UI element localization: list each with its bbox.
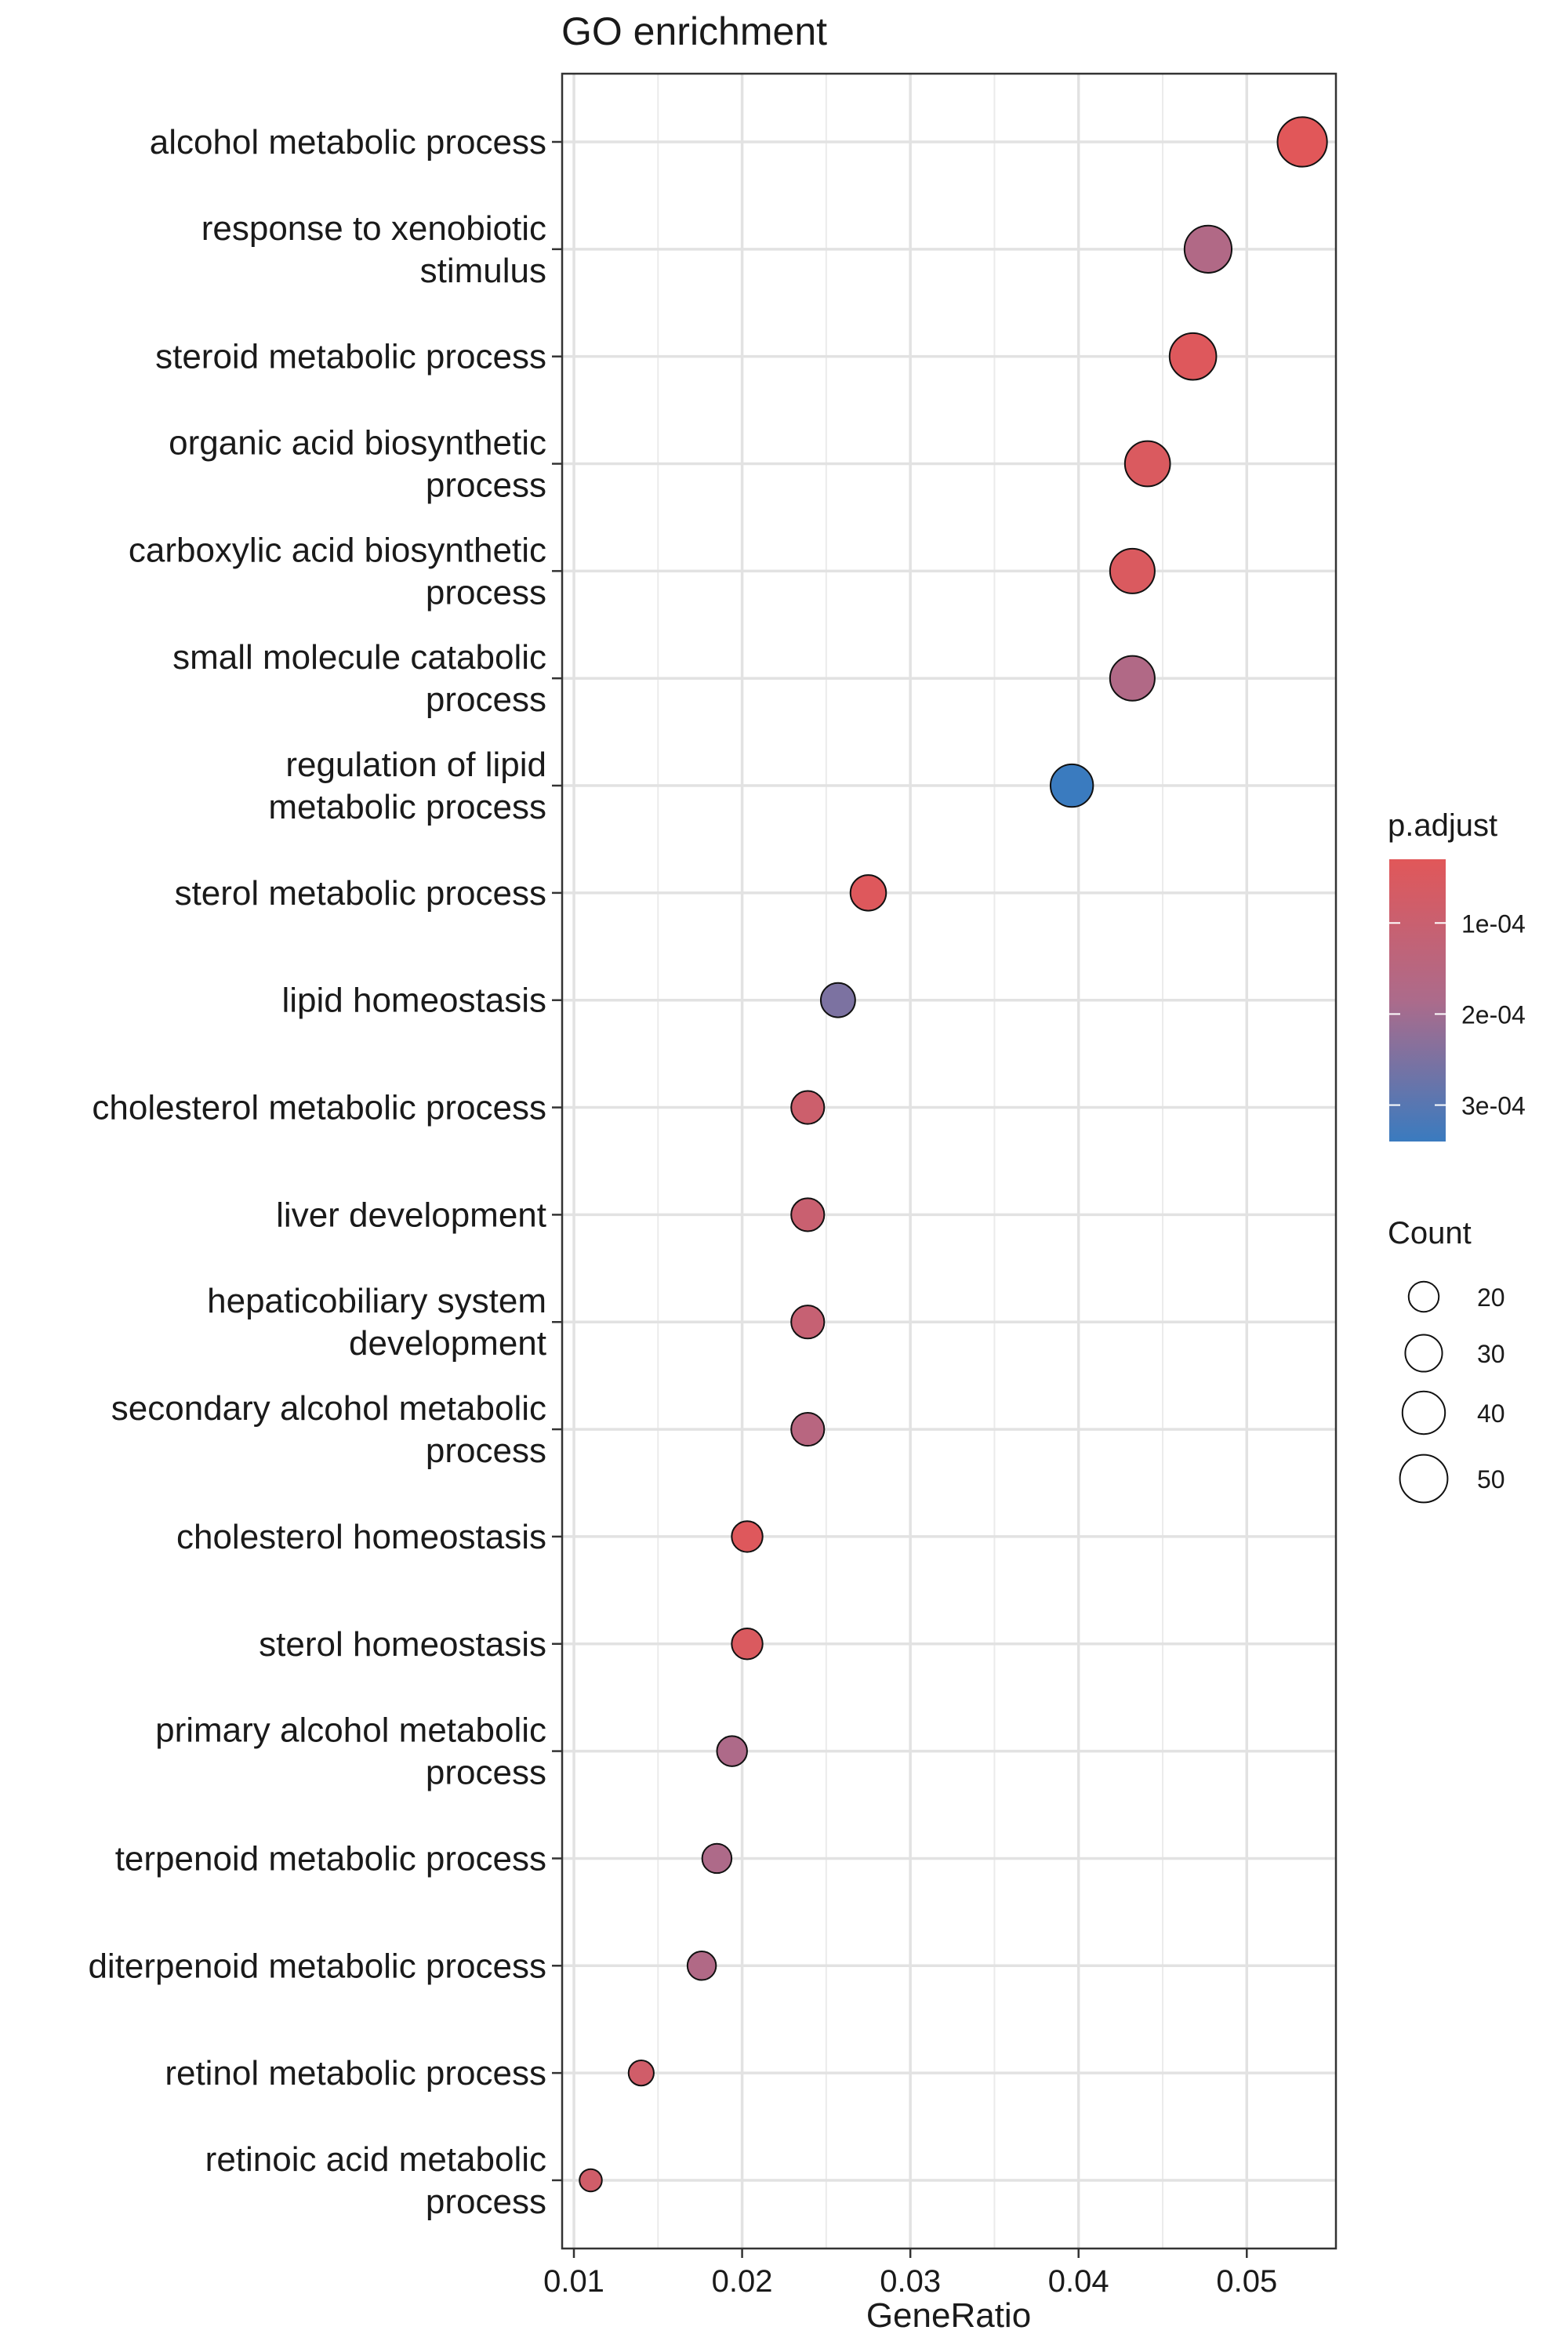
y-tick-label-line: stimulus [420, 252, 546, 290]
size-legend-label: 20 [1477, 1283, 1505, 1312]
data-point [731, 1628, 764, 1661]
y-tick-label: alcohol metabolic process [150, 123, 546, 162]
y-tick-label: small molecule catabolic process [172, 638, 546, 719]
data-point [849, 874, 887, 912]
y-tick-label-line: liver development [276, 1196, 546, 1234]
x-tick-label: 0.01 [543, 2264, 604, 2299]
size-legend-label: 40 [1477, 1399, 1505, 1428]
size-legend-circle [1404, 1334, 1443, 1373]
size-legend-circle [1407, 1280, 1440, 1313]
data-point [1168, 332, 1218, 381]
x-tick-label: 0.05 [1216, 2264, 1277, 2299]
y-tick-label: lipid homeostasis [282, 982, 547, 1020]
y-tick-label: cholesterol homeostasis [176, 1518, 546, 1556]
data-point [1183, 224, 1233, 274]
y-tick-label: carboxylic acid biosynthetic process [129, 531, 546, 612]
y-tick-label: liver development [276, 1196, 546, 1234]
y-tick-label: regulation of lipid metabolic process [268, 746, 546, 826]
grid-lines [562, 74, 1336, 2249]
y-tick-label: steroid metabolic process [155, 338, 546, 376]
y-tick-label: hepaticobiliary system development [207, 1282, 546, 1363]
size-legend-title: Count [1388, 1216, 1472, 1250]
y-tick-label-line: sterol metabolic process [175, 874, 546, 913]
size-legend-circle [1399, 1454, 1449, 1504]
color-legend-tick-label: 1e-04 [1461, 909, 1526, 938]
y-tick-label-line: steroid metabolic process [155, 338, 546, 376]
x-axis-title: GeneRatio [866, 2296, 1031, 2335]
y-tick-label-line: organic acid biosynthetic [169, 424, 546, 463]
x-tick-label: 0.02 [712, 2264, 773, 2299]
data-point [701, 1842, 733, 1875]
y-tick-label: primary alcohol metabolic process [155, 1711, 546, 1792]
data-point [790, 1090, 826, 1125]
data-point [579, 2168, 603, 2193]
x-axis: 0.01 0.02 0.03 0.04 0.05 [543, 2249, 1277, 2299]
y-tick-label-line: process [426, 1432, 546, 1470]
y-tick-label-line: retinoic acid metabolic [205, 2140, 546, 2179]
data-point [790, 1305, 826, 1340]
y-tick-label: organic acid biosynthetic process [169, 424, 546, 505]
data-point [1276, 116, 1328, 168]
y-tick-label: retinol metabolic process [165, 2054, 546, 2092]
y-tick-label-line: primary alcohol metabolic [155, 1711, 546, 1750]
y-tick-label-line: diterpenoid metabolic process [88, 1947, 546, 1985]
data-point [1109, 547, 1156, 594]
y-tick-label: sterol metabolic process [175, 874, 546, 913]
color-legend-tick-label: 2e-04 [1461, 1000, 1526, 1029]
y-tick-label-line: process [426, 573, 546, 612]
data-point [1049, 763, 1094, 808]
y-tick-label-line: lipid homeostasis [282, 982, 547, 1020]
color-legend: p.adjust 1e-04 2e-04 3e-04 [1388, 808, 1526, 1142]
y-tick-label-line: development [349, 1324, 546, 1363]
data-points [579, 116, 1328, 2193]
y-tick-label-line: sterol homeostasis [259, 1625, 546, 1664]
y-tick-label-line: process [426, 1754, 546, 1792]
y-tick-label-line: regulation of lipid [285, 746, 546, 784]
y-tick-label-line: secondary alcohol metabolic [111, 1389, 546, 1428]
y-tick-label: diterpenoid metabolic process [88, 1947, 546, 1985]
y-tick-label: terpenoid metabolic process [115, 1839, 546, 1878]
data-point [1109, 655, 1156, 702]
y-tick-label-line: hepaticobiliary system [207, 1282, 546, 1320]
y-tick-label: sterol homeostasis [259, 1625, 546, 1664]
y-tick-label-line: response to xenobiotic [201, 209, 546, 248]
y-tick-label-line: process [426, 681, 546, 719]
data-point [716, 1735, 748, 1767]
y-axis: alcohol metabolic process response to xen… [88, 123, 562, 2221]
data-point [731, 1520, 764, 1553]
y-tick-label: cholesterol metabolic process [92, 1089, 546, 1127]
data-point [627, 2060, 655, 2087]
data-point [1123, 440, 1171, 488]
x-tick-label: 0.04 [1048, 2264, 1109, 2299]
size-legend-circle [1401, 1390, 1446, 1436]
y-tick-label-line: process [426, 2183, 546, 2221]
data-point [790, 1197, 826, 1232]
y-tick-label-line: small molecule catabolic [172, 638, 546, 677]
y-tick-label: secondary alcohol metabolic process [111, 1389, 546, 1470]
plot-panel-border [561, 72, 1338, 2250]
y-tick-label-line: process [426, 466, 546, 505]
x-tick-label: 0.03 [880, 2264, 941, 2299]
size-legend: Count 20 30 40 50 [1388, 1216, 1505, 1504]
y-tick-label-line: retinol metabolic process [165, 2054, 546, 2092]
color-legend-tick-label: 3e-04 [1461, 1092, 1526, 1120]
chart-title: GO enrichment [561, 9, 827, 53]
y-tick-label-line: alcohol metabolic process [150, 123, 546, 162]
size-legend-label: 30 [1477, 1340, 1505, 1368]
y-tick-label: retinoic acid metabolic process [205, 2140, 546, 2221]
data-point [686, 1951, 717, 1981]
y-tick-label-line: terpenoid metabolic process [115, 1839, 546, 1878]
y-tick-label-line: carboxylic acid biosynthetic [129, 531, 546, 569]
y-tick-label-line: metabolic process [268, 788, 546, 826]
size-legend-label: 50 [1477, 1465, 1505, 1494]
y-tick-label-line: cholesterol metabolic process [92, 1089, 546, 1127]
data-point [819, 982, 856, 1018]
color-legend-title: p.adjust [1388, 808, 1497, 843]
color-legend-bar [1389, 859, 1446, 1142]
y-tick-label-line: cholesterol homeostasis [176, 1518, 546, 1556]
data-point [790, 1412, 826, 1447]
y-tick-label: response to xenobiotic stimulus [201, 209, 546, 290]
